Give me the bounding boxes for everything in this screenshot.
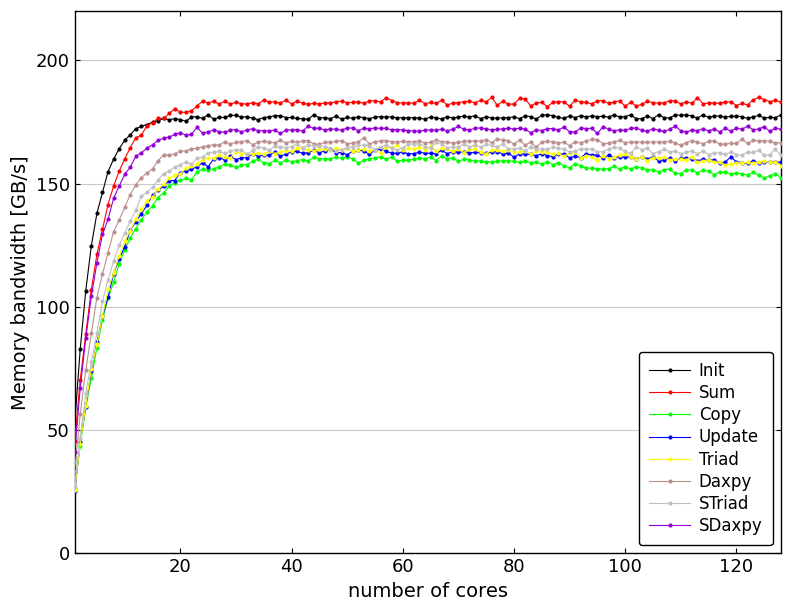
Init — [248, 114, 257, 122]
Daxpy — [748, 137, 758, 144]
SDaxpy — [364, 125, 374, 133]
SDaxpy — [443, 127, 452, 134]
STriad — [331, 147, 341, 154]
Update — [776, 159, 786, 166]
Sum — [437, 97, 447, 104]
Init — [748, 113, 758, 121]
Line: Daxpy: Daxpy — [73, 136, 783, 473]
Copy — [331, 154, 341, 161]
Triad — [443, 146, 452, 153]
Update — [443, 150, 452, 157]
Update — [242, 154, 252, 162]
Init — [776, 111, 786, 119]
Update — [748, 157, 758, 165]
Triad — [331, 145, 341, 152]
Line: Init: Init — [73, 113, 783, 427]
X-axis label: number of cores: number of cores — [348, 582, 508, 601]
SDaxpy — [303, 122, 313, 130]
Triad — [748, 160, 758, 167]
Daxpy — [364, 140, 374, 147]
Y-axis label: Memory bandwidth [GB/s]: Memory bandwidth [GB/s] — [11, 155, 30, 409]
Init — [204, 111, 213, 118]
Sum — [331, 98, 341, 105]
STriad — [242, 151, 252, 158]
Update — [331, 149, 341, 156]
STriad — [359, 141, 368, 149]
Sum — [242, 100, 252, 108]
Triad — [776, 162, 786, 170]
Sum — [776, 99, 786, 106]
Triad — [242, 150, 252, 157]
Sum — [682, 98, 691, 105]
STriad — [748, 149, 758, 156]
Copy — [748, 169, 758, 176]
Update — [375, 146, 385, 153]
Sum — [487, 94, 497, 101]
SDaxpy — [70, 448, 79, 455]
Update — [682, 155, 691, 162]
SDaxpy — [682, 129, 691, 136]
Line: Triad: Triad — [73, 143, 783, 492]
Triad — [682, 156, 691, 163]
Init — [364, 115, 374, 122]
Copy — [443, 155, 452, 162]
Update — [359, 147, 368, 154]
Legend: Init, Sum, Copy, Update, Triad, Daxpy, STriad, SDaxpy: Init, Sum, Copy, Update, Triad, Daxpy, S… — [639, 352, 772, 545]
Line: Copy: Copy — [73, 154, 783, 491]
STriad — [443, 144, 452, 151]
Init — [337, 116, 346, 123]
Sum — [359, 100, 368, 107]
Copy — [437, 152, 447, 160]
Daxpy — [359, 134, 368, 141]
Triad — [392, 142, 402, 149]
Copy — [682, 166, 691, 173]
Line: Update: Update — [73, 147, 783, 493]
SDaxpy — [337, 126, 346, 133]
Daxpy — [776, 139, 786, 146]
Line: STriad: STriad — [73, 140, 783, 488]
SDaxpy — [242, 126, 252, 133]
Init — [443, 113, 452, 120]
Copy — [70, 485, 79, 493]
STriad — [682, 149, 691, 156]
Daxpy — [70, 467, 79, 474]
Copy — [242, 161, 252, 168]
Line: Sum: Sum — [73, 95, 783, 443]
Daxpy — [242, 137, 252, 144]
Line: SDaxpy: SDaxpy — [73, 124, 783, 454]
Daxpy — [682, 139, 691, 146]
Triad — [70, 487, 79, 494]
Sum — [748, 96, 758, 103]
Copy — [359, 157, 368, 164]
STriad — [70, 483, 79, 490]
SDaxpy — [748, 126, 758, 133]
Daxpy — [331, 138, 341, 145]
Sum — [70, 437, 79, 444]
Copy — [776, 174, 786, 181]
Init — [682, 111, 691, 119]
SDaxpy — [776, 126, 786, 133]
Triad — [359, 146, 368, 153]
Init — [70, 420, 79, 428]
Update — [70, 488, 79, 495]
STriad — [432, 139, 441, 146]
STriad — [776, 152, 786, 159]
Daxpy — [443, 138, 452, 146]
